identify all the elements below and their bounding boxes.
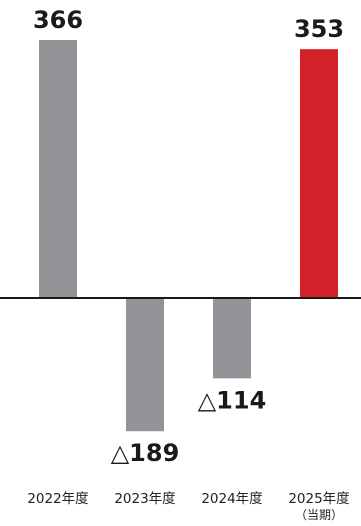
value-label: 353: [294, 15, 344, 43]
value-label: △114: [198, 386, 267, 414]
category-label: 2025年度: [288, 491, 349, 507]
category-label: 2022年度: [27, 491, 88, 507]
bar-2022年度: [39, 40, 77, 298]
category-sublabel: （当期）: [295, 508, 343, 522]
bar-2023年度: [126, 298, 164, 432]
bar-2024年度: [213, 298, 251, 379]
category-label: 2023年度: [114, 491, 175, 507]
bars-group: [39, 40, 338, 432]
category-labels-group: 2022年度 2023年度 2024年度 2025年度（当期）: [27, 491, 349, 522]
bar-2025年度: [300, 49, 338, 298]
value-label: △189: [111, 439, 180, 467]
value-label: 366: [33, 6, 83, 34]
value-labels-group: 366 △189 △114 353: [33, 6, 344, 467]
category-label: 2024年度: [201, 491, 262, 507]
